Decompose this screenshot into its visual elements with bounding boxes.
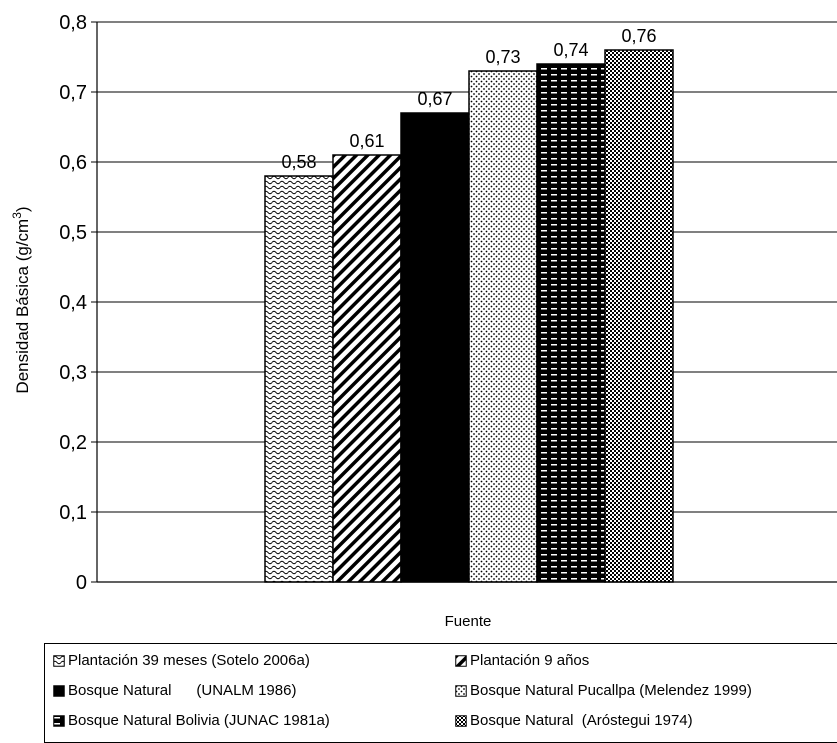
y-tick-label: 0 xyxy=(76,572,87,594)
data-label: 0,61 xyxy=(349,131,384,151)
legend-swatch xyxy=(455,714,467,727)
bar xyxy=(264,175,334,583)
data-label: 0,67 xyxy=(417,89,452,109)
y-tick-label: 0,5 xyxy=(59,222,87,244)
legend-label: Plantación 9 años xyxy=(470,652,590,669)
bar xyxy=(400,112,470,583)
data-label: 0,58 xyxy=(281,152,316,172)
y-tick-label: 0,7 xyxy=(59,82,87,104)
y-axis-title: Densidad Básica (g/cm3) xyxy=(10,206,32,393)
chart: 0,58 0,61 0,67 0,73 0,74 0,76 0 0,1 0,2 0,3 0,4 0,… xyxy=(10,12,837,630)
legend-label: Plantación 39 meses (Sotelo 2006a) xyxy=(68,652,310,669)
data-label: 0,76 xyxy=(621,26,656,46)
legend-label: Bosque Natural (UNALM 1986) xyxy=(68,682,297,699)
legend-item: Bosque Natural Pucallpa (Melendez 1999) xyxy=(455,682,752,699)
legend-label: Bosque Natural Pucallpa (Melendez 1999) xyxy=(470,682,752,699)
bar xyxy=(604,49,674,583)
legend-item: Plantación 9 años xyxy=(455,652,589,669)
legend-swatch xyxy=(53,714,65,727)
legend-item: Bosque Natural (Aróstegui 1974) xyxy=(455,712,693,729)
bar xyxy=(536,63,606,583)
legend-swatch xyxy=(53,684,65,697)
y-tick-label: 0,1 xyxy=(59,502,87,524)
legend-label: Bosque Natural Bolivia (JUNAC 1981a) xyxy=(68,712,330,729)
y-tick-label: 0,3 xyxy=(59,362,87,384)
y-tick-label: 0,4 xyxy=(59,292,87,314)
legend: Plantación 39 meses (Sotelo 2006a) Planta… xyxy=(44,643,837,743)
bar xyxy=(332,154,402,583)
legend-item: Bosque Natural (UNALM 1986) xyxy=(53,682,296,699)
data-label: 0,73 xyxy=(485,47,520,67)
legend-swatch xyxy=(455,654,467,667)
legend-swatch xyxy=(455,684,467,697)
legend-item: Plantación 39 meses (Sotelo 2006a) xyxy=(53,652,310,669)
legend-swatch xyxy=(53,654,65,667)
legend-item: Bosque Natural Bolivia (JUNAC 1981a) xyxy=(53,712,330,729)
bar xyxy=(468,70,538,583)
y-tick-label: 0,2 xyxy=(59,432,87,454)
data-label: 0,74 xyxy=(553,40,588,60)
legend-label: Bosque Natural (Aróstegui 1974) xyxy=(470,712,693,729)
y-tick-label: 0,8 xyxy=(59,12,87,34)
y-tick-label: 0,6 xyxy=(59,152,87,174)
x-axis-title: Fuente xyxy=(445,613,492,630)
